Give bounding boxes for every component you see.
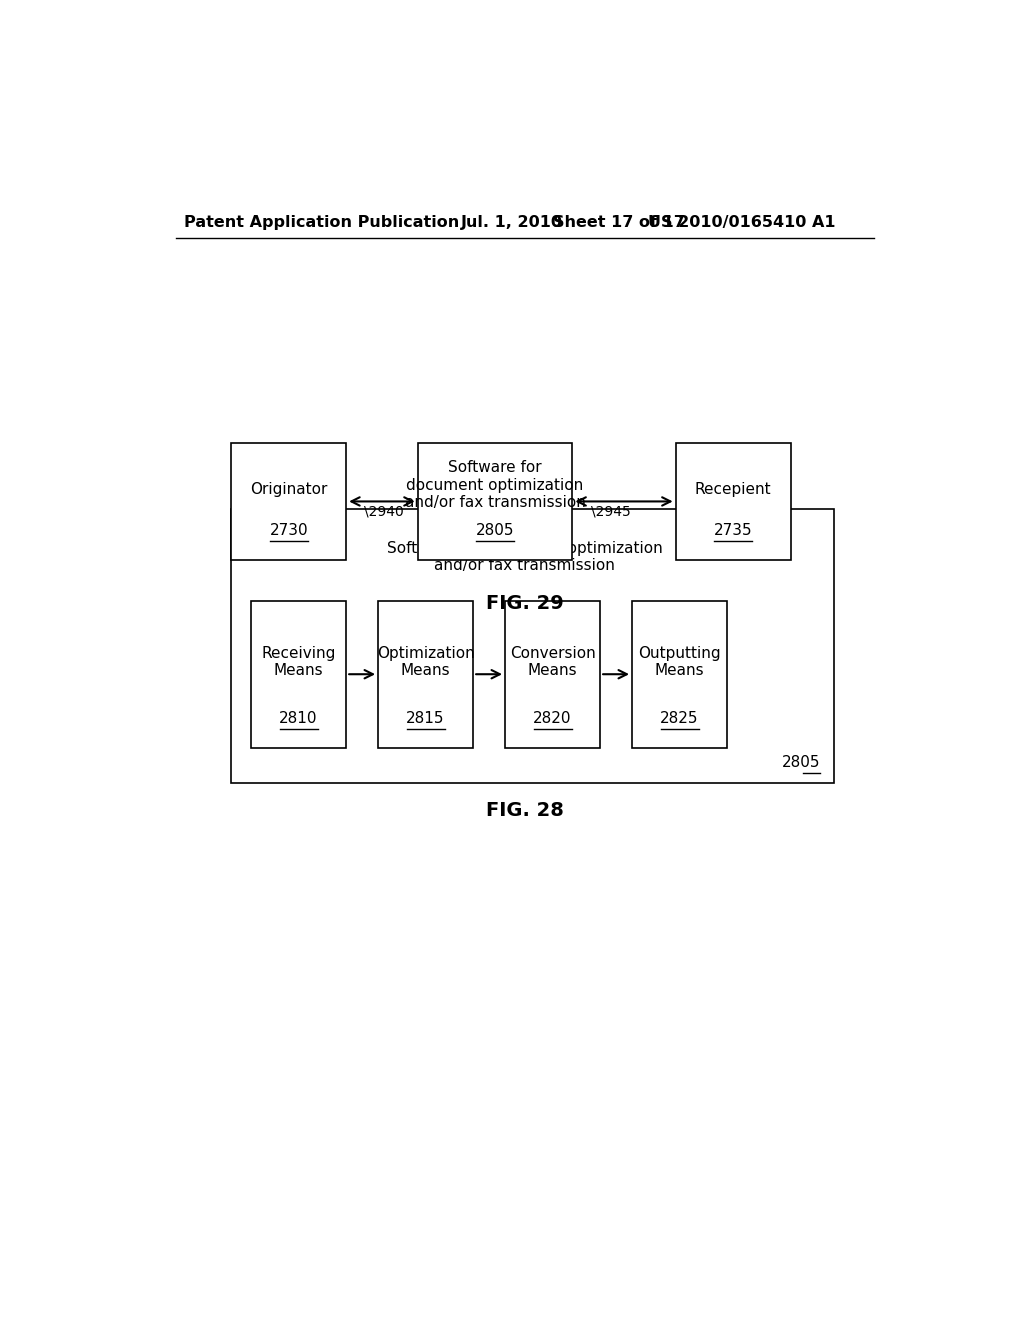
Bar xyxy=(632,601,727,748)
Bar xyxy=(378,601,473,748)
Text: 2825: 2825 xyxy=(660,710,698,726)
Text: Optimization
Means: Optimization Means xyxy=(377,645,474,678)
Bar xyxy=(231,510,835,784)
Text: Sheet 17 of 17: Sheet 17 of 17 xyxy=(553,215,684,230)
Text: Originator: Originator xyxy=(250,482,328,496)
Bar xyxy=(231,444,346,560)
Text: FIG. 28: FIG. 28 xyxy=(485,801,564,821)
Text: \2940: \2940 xyxy=(365,504,404,517)
Text: FIG. 29: FIG. 29 xyxy=(486,594,563,612)
Bar xyxy=(676,444,791,560)
Text: 2805: 2805 xyxy=(781,755,820,771)
Text: 2820: 2820 xyxy=(534,710,571,726)
Text: Patent Application Publication: Patent Application Publication xyxy=(183,215,459,230)
Text: 2735: 2735 xyxy=(714,523,753,537)
Bar xyxy=(505,601,600,748)
Text: Receiving
Means: Receiving Means xyxy=(261,645,336,678)
Text: 2730: 2730 xyxy=(269,523,308,537)
Text: Software for
document optimization
and/or fax transmission: Software for document optimization and/o… xyxy=(404,461,586,510)
Text: Outputting
Means: Outputting Means xyxy=(638,645,721,678)
Bar xyxy=(251,601,346,748)
Text: 2805: 2805 xyxy=(476,523,514,537)
Text: 2815: 2815 xyxy=(407,710,444,726)
Text: Software for document optimization
and/or fax transmission: Software for document optimization and/o… xyxy=(387,541,663,573)
Text: Recepient: Recepient xyxy=(695,482,771,496)
Text: Conversion
Means: Conversion Means xyxy=(510,645,595,678)
Text: Jul. 1, 2010: Jul. 1, 2010 xyxy=(461,215,563,230)
Bar xyxy=(418,444,572,560)
Text: US 2010/0165410 A1: US 2010/0165410 A1 xyxy=(648,215,836,230)
Text: 2810: 2810 xyxy=(280,710,317,726)
Text: \2945: \2945 xyxy=(591,504,631,517)
